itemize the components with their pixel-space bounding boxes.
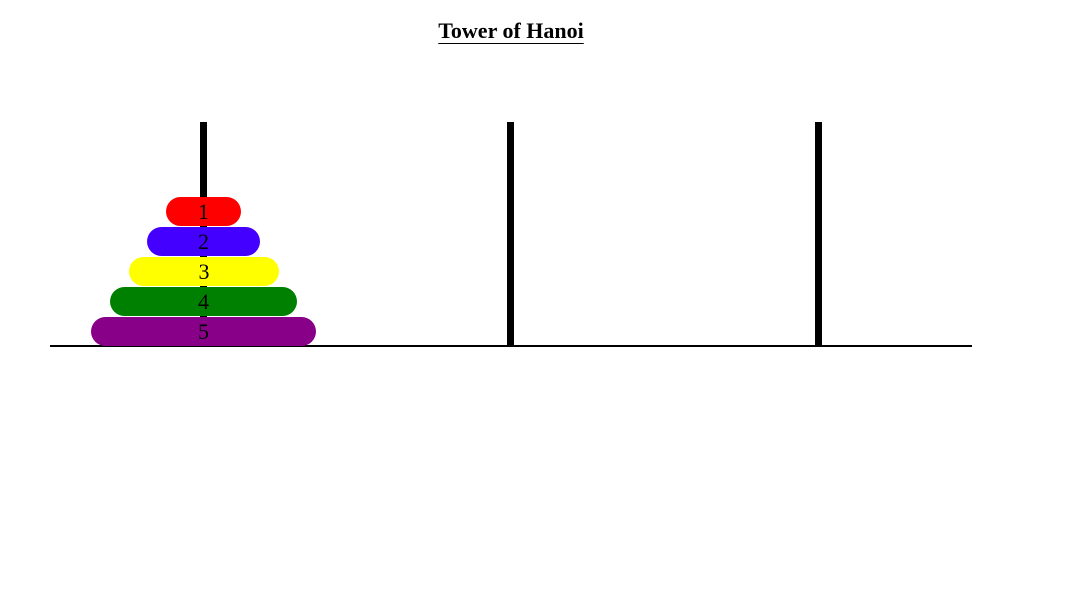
disk-label: 5 bbox=[198, 319, 209, 344]
base-line bbox=[50, 345, 972, 347]
disk-4[interactable]: 4 bbox=[110, 287, 297, 316]
disk-5[interactable]: 5 bbox=[91, 317, 316, 346]
disk-label: 3 bbox=[198, 259, 210, 284]
page-title: Tower of Hanoi bbox=[0, 18, 1022, 44]
disk-3[interactable]: 3 bbox=[129, 257, 279, 286]
disk-1[interactable]: 1 bbox=[166, 197, 241, 226]
disk-label: 2 bbox=[198, 229, 209, 254]
page-title-text: Tower of Hanoi bbox=[438, 18, 584, 43]
rod-3[interactable] bbox=[815, 122, 822, 346]
disk-label: 4 bbox=[198, 289, 209, 314]
rod-2[interactable] bbox=[507, 122, 514, 346]
disk-label: 1 bbox=[198, 199, 209, 224]
disk-2[interactable]: 2 bbox=[147, 227, 260, 256]
